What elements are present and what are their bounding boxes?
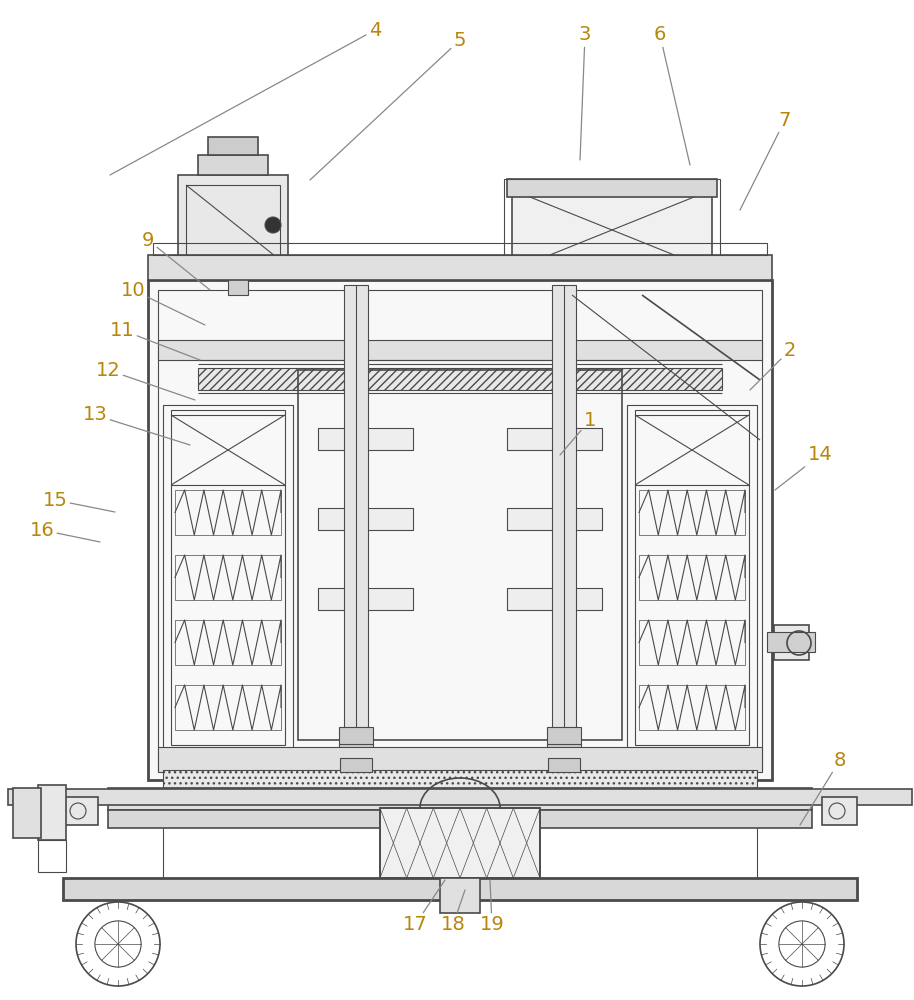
Text: 16: 16 [29, 520, 100, 542]
Text: 18: 18 [441, 890, 465, 934]
Bar [547, 744, 581, 762]
Bar [440, 878, 480, 913]
Bar [108, 788, 812, 810]
Bar [63, 878, 857, 900]
Bar [228, 270, 248, 295]
Bar [38, 840, 66, 872]
Bar [198, 368, 722, 390]
Bar [163, 770, 757, 788]
Bar [298, 370, 622, 740]
Bar [178, 175, 288, 275]
Text: 14: 14 [775, 446, 833, 490]
Bar [774, 625, 809, 660]
Bar [552, 285, 576, 765]
Bar [380, 808, 540, 878]
Bar [635, 410, 749, 745]
Text: 1: 1 [560, 410, 596, 455]
Bar [148, 255, 772, 280]
Bar [63, 797, 98, 825]
Bar [627, 405, 757, 750]
Circle shape [265, 217, 281, 233]
Text: 19: 19 [480, 880, 505, 934]
Bar [158, 290, 762, 770]
Bar [767, 632, 815, 652]
Text: 7: 7 [740, 110, 792, 210]
Text: 13: 13 [82, 406, 190, 445]
Bar [318, 428, 413, 450]
Bar [148, 280, 772, 780]
Bar [318, 588, 413, 610]
Bar [175, 490, 281, 535]
Bar [339, 727, 373, 745]
Bar [153, 243, 767, 255]
Bar [344, 285, 368, 765]
Bar [507, 428, 602, 450]
Bar [639, 620, 745, 665]
Bar [13, 788, 41, 838]
Text: 3: 3 [579, 25, 591, 160]
Text: 2: 2 [750, 340, 796, 390]
Bar [175, 620, 281, 665]
Text: 5: 5 [310, 30, 466, 180]
Text: 12: 12 [96, 360, 195, 400]
Bar [175, 685, 281, 730]
Bar [639, 685, 745, 730]
Bar [512, 185, 712, 275]
Text: 11: 11 [110, 320, 200, 360]
Bar [639, 490, 745, 535]
Bar [8, 789, 912, 805]
Bar [186, 185, 280, 260]
Bar [504, 179, 720, 275]
Text: 8: 8 [800, 750, 846, 825]
Bar [318, 508, 413, 530]
Bar [822, 797, 857, 825]
Bar [175, 555, 281, 600]
Bar [38, 785, 66, 840]
Text: 6: 6 [654, 25, 690, 165]
Bar [171, 410, 285, 745]
Bar [507, 588, 602, 610]
Text: 9: 9 [142, 231, 210, 290]
Bar [547, 727, 581, 745]
Bar [548, 758, 580, 772]
Text: 10: 10 [121, 280, 205, 325]
Bar [340, 758, 372, 772]
Bar [158, 747, 762, 772]
Bar [163, 405, 293, 750]
Bar [208, 137, 258, 155]
Circle shape [76, 902, 160, 986]
Bar [108, 810, 812, 828]
Bar [339, 744, 373, 762]
Bar [158, 340, 762, 360]
Bar [198, 155, 268, 175]
Bar [380, 808, 540, 878]
Text: 17: 17 [403, 880, 445, 934]
Text: 15: 15 [43, 490, 115, 512]
Bar [507, 508, 602, 530]
Bar [639, 555, 745, 600]
Circle shape [760, 902, 844, 986]
Bar [507, 179, 717, 197]
Text: 4: 4 [110, 20, 381, 175]
